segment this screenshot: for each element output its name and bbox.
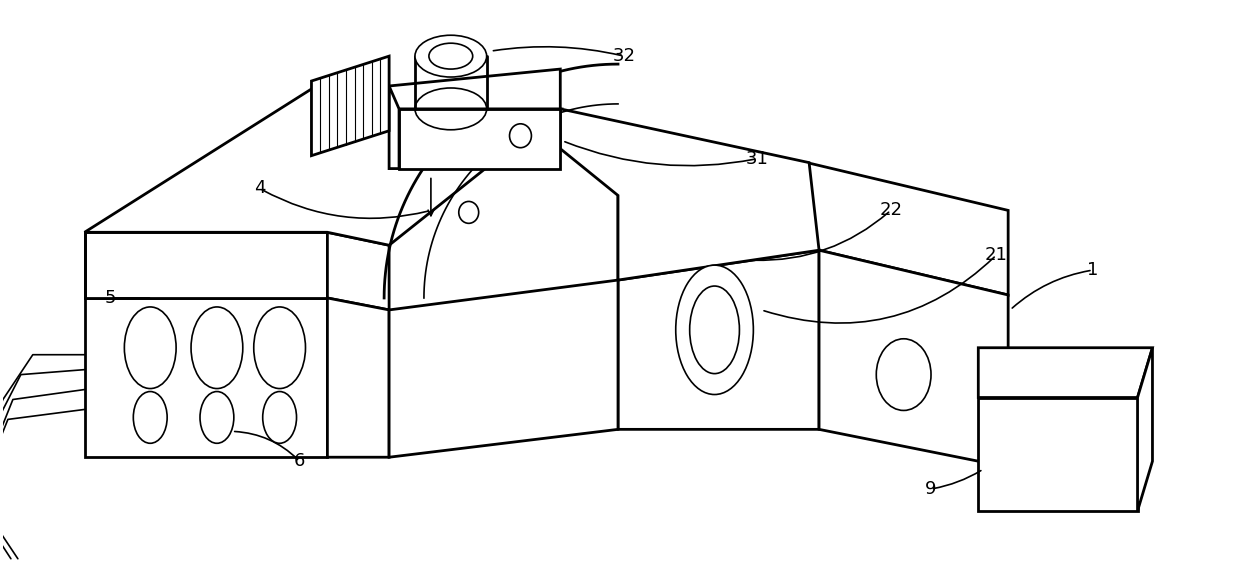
Polygon shape xyxy=(389,280,618,457)
Polygon shape xyxy=(311,56,389,156)
Ellipse shape xyxy=(429,43,472,69)
Ellipse shape xyxy=(263,392,296,443)
Polygon shape xyxy=(560,109,820,280)
Text: 21: 21 xyxy=(985,246,1008,264)
Polygon shape xyxy=(84,232,327,298)
Polygon shape xyxy=(978,348,1152,397)
Polygon shape xyxy=(618,250,820,429)
Polygon shape xyxy=(618,163,1008,295)
Polygon shape xyxy=(389,69,560,109)
Ellipse shape xyxy=(877,339,931,410)
Text: 5: 5 xyxy=(104,289,117,307)
Polygon shape xyxy=(1137,348,1152,511)
Ellipse shape xyxy=(459,201,479,223)
Ellipse shape xyxy=(124,307,176,389)
Ellipse shape xyxy=(676,265,754,394)
Text: 6: 6 xyxy=(294,452,305,470)
Polygon shape xyxy=(389,86,399,168)
Polygon shape xyxy=(399,109,560,168)
Ellipse shape xyxy=(689,286,739,373)
Polygon shape xyxy=(84,89,560,245)
Ellipse shape xyxy=(510,124,532,148)
Ellipse shape xyxy=(191,307,243,389)
Polygon shape xyxy=(84,298,327,457)
Text: 4: 4 xyxy=(254,180,265,197)
Ellipse shape xyxy=(134,392,167,443)
Ellipse shape xyxy=(200,392,234,443)
Ellipse shape xyxy=(415,35,486,77)
Polygon shape xyxy=(978,397,1137,511)
Text: 1: 1 xyxy=(1087,261,1099,279)
Ellipse shape xyxy=(254,307,305,389)
Text: 22: 22 xyxy=(879,201,903,220)
Polygon shape xyxy=(820,250,1008,467)
Text: 31: 31 xyxy=(746,150,769,168)
Text: 9: 9 xyxy=(925,480,936,498)
Text: 32: 32 xyxy=(613,47,635,65)
Polygon shape xyxy=(327,298,389,457)
Polygon shape xyxy=(327,232,389,310)
